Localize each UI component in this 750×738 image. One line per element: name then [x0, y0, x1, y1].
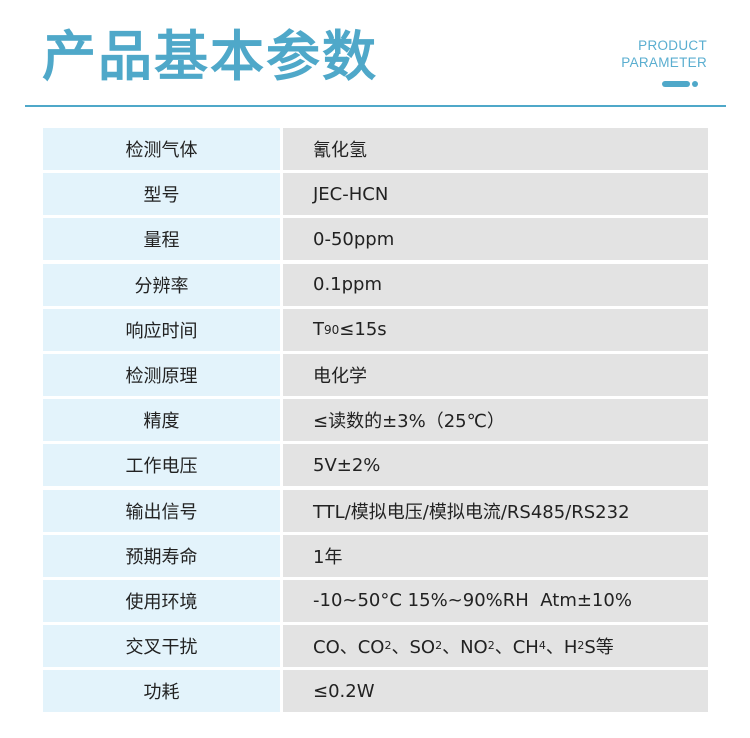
param-value: 0.1ppm: [283, 263, 708, 306]
value-segment: S等: [584, 637, 614, 659]
decorative-bar: [662, 81, 698, 87]
param-label: 检测气体: [43, 128, 280, 170]
english-subtitle-line1: PRODUCT: [638, 38, 707, 53]
english-subtitle: PRODUCT PARAMETER: [621, 37, 707, 71]
english-subtitle-line2: PARAMETER: [621, 55, 707, 70]
param-label: 功耗: [43, 670, 280, 713]
param-label: 工作电压: [43, 444, 280, 487]
param-label: 响应时间: [43, 308, 280, 351]
page-title: 产品基本参数: [42, 25, 378, 88]
table-row: 输出信号 TTL/模拟电压/模拟电流/RS485/RS232: [43, 489, 708, 532]
param-value: CO、CO 2 、SO 2 、NO 2 、CH 4 、H 2 S等: [283, 625, 708, 668]
param-value: 5V±2%: [283, 444, 708, 487]
divider: [25, 105, 726, 107]
param-label: 分辨率: [43, 263, 280, 306]
param-value: JEC-HCN: [283, 173, 708, 216]
param-label: 检测原理: [43, 353, 280, 396]
table-row: 使用环境 -10~50°C 15%~90%RH Atm±10%: [43, 579, 708, 622]
param-label: 精度: [43, 399, 280, 442]
table-row: 交叉干扰 CO、CO 2 、SO 2 、NO 2 、CH 4 、H 2 S等: [43, 625, 708, 668]
value-segment: 、CH: [494, 637, 539, 659]
param-label: 型号: [43, 173, 280, 216]
param-value: T 90 ≤15s: [283, 308, 708, 351]
value-segment: 、H: [545, 637, 578, 659]
parameter-table: 检测气体 氰化氢 型号 JEC-HCN 量程 0-50ppm 分辨率 0.1ppm 响应时间 T 9…: [43, 128, 708, 715]
table-row: 功耗 ≤0.2W: [43, 670, 708, 713]
value-segment: T: [313, 319, 324, 341]
table-row: 检测气体 氰化氢: [43, 128, 708, 170]
table-row: 检测原理 电化学: [43, 353, 708, 396]
param-label: 输出信号: [43, 489, 280, 532]
value-segment: CO、CO: [313, 637, 385, 659]
param-value: 氰化氢: [283, 128, 708, 170]
param-label: 交叉干扰: [43, 625, 280, 668]
param-value: 1年: [283, 534, 708, 577]
param-value: -10~50°C 15%~90%RH Atm±10%: [283, 579, 708, 622]
value-segment: 、SO: [391, 637, 436, 659]
value-segment: ≤15s: [339, 319, 387, 341]
table-row: 型号 JEC-HCN: [43, 173, 708, 216]
param-label: 量程: [43, 218, 280, 261]
value-segment: 90: [324, 322, 340, 337]
param-label: 预期寿命: [43, 534, 280, 577]
param-value: TTL/模拟电压/模拟电流/RS485/RS232: [283, 489, 708, 532]
param-value: 0-50ppm: [283, 218, 708, 261]
table-row: 量程 0-50ppm: [43, 218, 708, 261]
table-row: 分辨率 0.1ppm: [43, 263, 708, 306]
param-value: 电化学: [283, 353, 708, 396]
param-value: ≤0.2W: [283, 670, 708, 713]
value-segment: 、NO: [442, 637, 488, 659]
table-row: 预期寿命 1年: [43, 534, 708, 577]
table-row: 响应时间 T 90 ≤15s: [43, 308, 708, 351]
param-value: ≤读数的±3%（25℃）: [283, 399, 708, 442]
table-row: 精度 ≤读数的±3%（25℃）: [43, 399, 708, 442]
param-label: 使用环境: [43, 579, 280, 622]
table-row: 工作电压 5V±2%: [43, 444, 708, 487]
